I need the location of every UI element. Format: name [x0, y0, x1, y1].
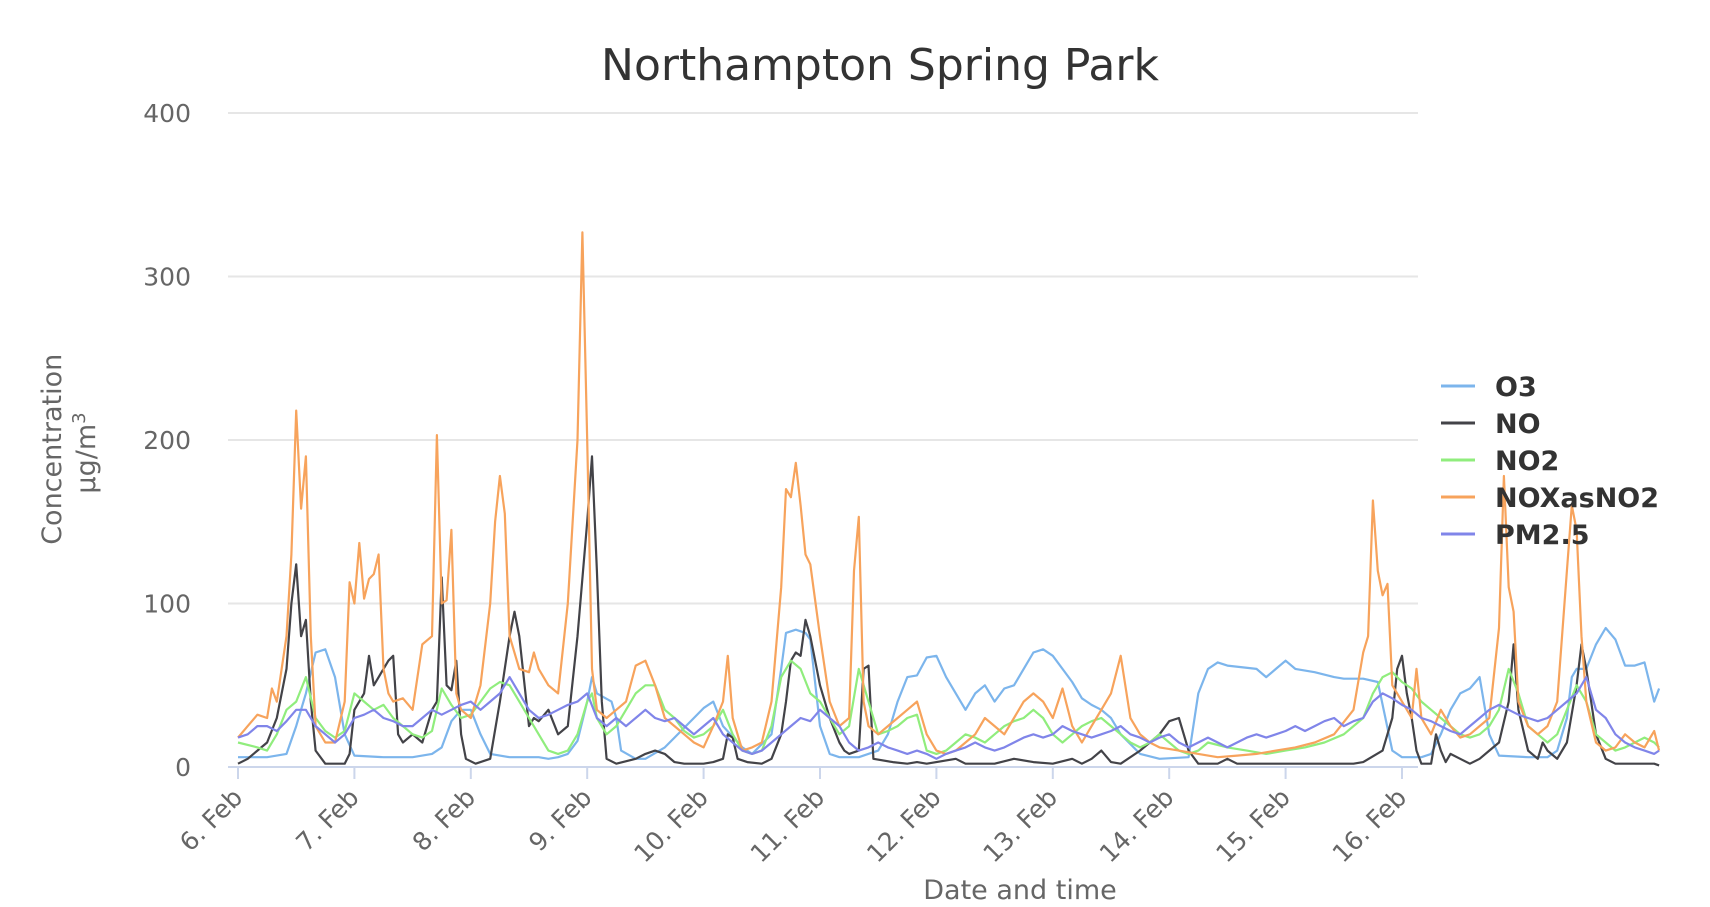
y-tick-label: 0: [175, 753, 191, 782]
chart-title: Northampton Spring Park: [601, 40, 1159, 91]
grid-lines: [228, 112, 1418, 605]
series-group: [237, 231, 1661, 767]
y-tick-label: 100: [143, 590, 191, 619]
series-line-pm25: [237, 676, 1660, 760]
legend-item[interactable]: NO2: [1441, 446, 1559, 477]
x-axis-title: Date and time: [923, 875, 1117, 906]
legend-item[interactable]: NO: [1441, 409, 1541, 440]
legend-item[interactable]: PM2.5: [1441, 520, 1590, 551]
legend-label: NO: [1495, 409, 1541, 440]
y-axis-title-unit-superscript: 3: [69, 412, 90, 423]
legend-label: NO2: [1495, 446, 1559, 477]
series-line-o3: [238, 626, 1661, 760]
y-tick-label: 200: [143, 426, 191, 455]
legend: O3 NO NO2 NOXasNO2 PM2.5: [1441, 372, 1659, 551]
legend-label: PM2.5: [1495, 520, 1590, 551]
y-axis-ticks: 0 100 200 300 400: [143, 99, 191, 782]
legend-item[interactable]: NOXasNO2: [1441, 483, 1659, 514]
y-axis-title-unit: µg/m: [71, 424, 102, 494]
y-tick-label: 300: [143, 263, 191, 292]
y-axis-title-line1: Concentration: [37, 354, 68, 545]
series-line-noxasno2: [237, 231, 1661, 759]
legend-item[interactable]: O3: [1441, 372, 1537, 403]
legend-label: NOXasNO2: [1495, 483, 1659, 514]
legend-label: O3: [1495, 372, 1537, 403]
y-axis-title: Concentration µg/m3: [37, 345, 102, 545]
series-line-no: [237, 455, 1660, 767]
y-tick-label: 400: [143, 99, 191, 128]
